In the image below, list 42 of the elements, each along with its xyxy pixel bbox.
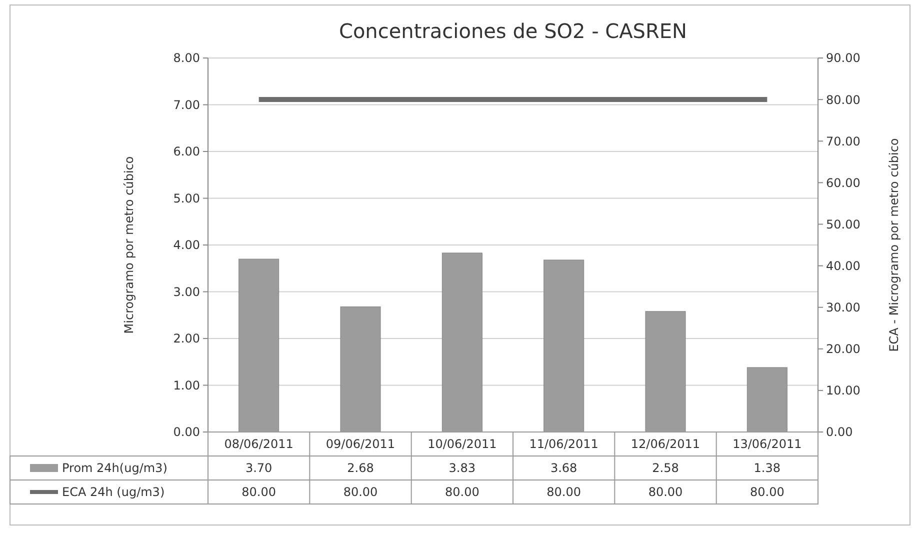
data-label: 80.00 xyxy=(343,485,378,500)
data-label: 2.58 xyxy=(652,461,679,476)
data-label: 3.83 xyxy=(448,461,476,476)
data-label: 3.68 xyxy=(550,461,578,476)
x-tick-label: 13/06/2011 xyxy=(732,437,802,452)
legend-label: Prom 24h(ug/m3) xyxy=(62,461,168,476)
y-tick-label: 2.00 xyxy=(173,332,200,346)
y-tick-label: 5.00 xyxy=(173,191,200,206)
y-tick-label: 1.00 xyxy=(173,378,200,392)
x-tick-label: 11/06/2011 xyxy=(529,437,598,452)
y2-tick-label: 40.00 xyxy=(826,258,860,273)
y2-tick-label: 60.00 xyxy=(826,176,860,190)
x-tick-label: 08/06/2011 xyxy=(224,437,294,452)
data-label: 2.68 xyxy=(347,461,374,476)
y2-tick-label: 30.00 xyxy=(826,300,860,315)
x-tick-label: 09/06/2011 xyxy=(326,437,396,452)
y-tick-label: 7.00 xyxy=(173,98,200,112)
y-tick-label: 8.00 xyxy=(173,51,200,66)
chart-title: Concentraciones de SO2 - CASREN xyxy=(338,19,688,43)
data-label: 80.00 xyxy=(242,485,276,500)
y2-tick-label: 10.00 xyxy=(826,384,860,398)
legend-label: ECA 24h (ug/m3) xyxy=(62,485,165,500)
y2-tick-label: 20.00 xyxy=(826,342,860,356)
y2-tick-label: 50.00 xyxy=(826,217,860,232)
y-axis-title: Microgramo por metro cúbico xyxy=(122,156,136,334)
data-label: 80.00 xyxy=(546,485,582,500)
data-label: 3.70 xyxy=(245,461,272,476)
x-tick-label: 10/06/2011 xyxy=(428,437,497,452)
x-tick-label: 12/06/2011 xyxy=(630,437,700,452)
data-label: 1.38 xyxy=(754,461,781,476)
y2-tick-label: 80.00 xyxy=(826,92,860,107)
y2-tick-label: 70.00 xyxy=(826,134,860,148)
y2-tick-label: 90.00 xyxy=(826,51,860,66)
y2-axis-title: ECA - Microgramo por metro cúbico xyxy=(887,138,901,352)
y-tick-label: 4.00 xyxy=(173,238,200,252)
data-label: 80.00 xyxy=(750,485,784,500)
y2-tick-label: 0.00 xyxy=(826,425,853,440)
y-tick-label: 6.00 xyxy=(173,144,200,159)
data-label: 80.00 xyxy=(648,485,683,500)
y-tick-label: 3.00 xyxy=(173,284,200,299)
y-tick-label: 0.00 xyxy=(173,425,200,440)
data-label: 80.00 xyxy=(444,485,480,500)
